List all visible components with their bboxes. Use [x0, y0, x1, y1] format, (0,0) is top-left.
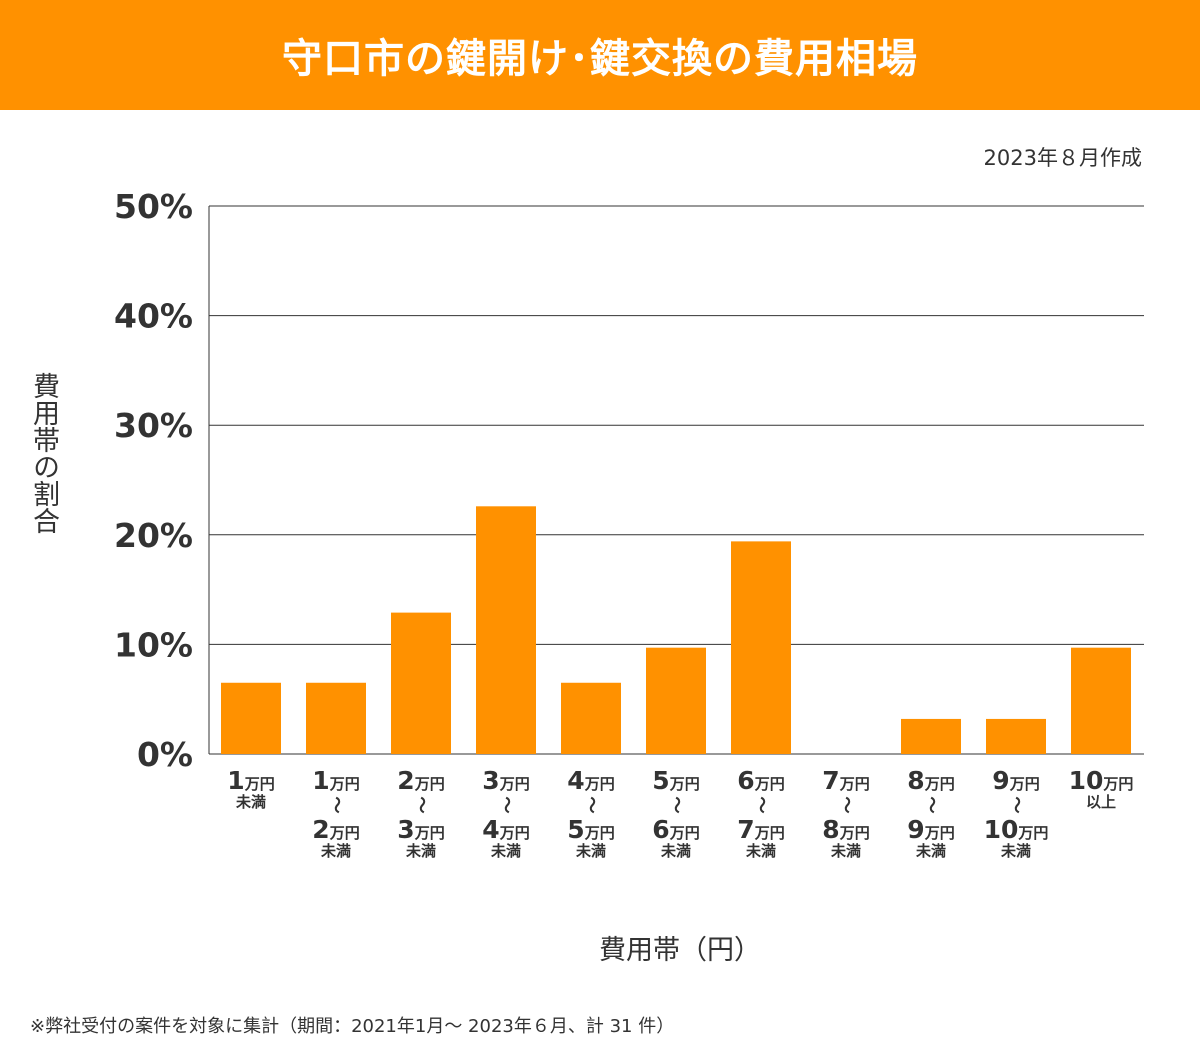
date-note: 2023年８月作成	[983, 146, 1142, 170]
x-tick-label: 10万円 以上	[1068, 766, 1134, 811]
y-tick-label: 40%	[114, 297, 193, 336]
bar	[986, 718, 1046, 754]
x-axis-label: 費用帯（円）	[599, 935, 761, 966]
x-tick-label: 3万円～ 4万円 未満	[482, 766, 530, 860]
bar	[221, 682, 281, 754]
bar	[391, 612, 451, 754]
y-tick-label: 30%	[114, 406, 193, 445]
x-tick-label: 5万円～ 6万円 未満	[652, 766, 700, 860]
y-tick-label: 10%	[114, 625, 193, 664]
y-tick-label: 0%	[137, 735, 193, 774]
y-axis-label: 費用帯の割合	[28, 372, 59, 534]
bar	[731, 541, 791, 754]
footnote: ※弊社受付の案件を対象に集計（期間：2021年1月～ 2023年６月、計 31 …	[30, 1016, 675, 1037]
x-tick-label: 4万円～ 5万円 未満	[567, 766, 615, 860]
x-tick-label: 1万円～ 2万円 未満	[312, 766, 360, 860]
x-tick-label: 8万円～ 9万円 未満	[907, 766, 955, 860]
bar	[561, 682, 621, 754]
y-tick-label: 50%	[114, 187, 193, 226]
x-tick-label: 2万円～ 3万円 未満	[397, 766, 445, 860]
bar	[646, 647, 706, 754]
chart-title: 守口市の鍵開け･鍵交換の費用相場	[282, 36, 918, 82]
x-tick-label: 7万円～ 8万円 未満	[822, 766, 870, 860]
y-tick-label: 20%	[114, 516, 193, 555]
x-tick-label: 9万円～ 10万円 未満	[983, 766, 1049, 860]
bar	[901, 718, 961, 754]
bar	[476, 506, 536, 754]
title-bar: 守口市の鍵開け･鍵交換の費用相場	[0, 0, 1200, 110]
bar	[1071, 647, 1131, 754]
x-tick-label: 6万円～ 7万円 未満	[737, 766, 785, 860]
bar	[306, 682, 366, 754]
x-tick-label: 1万円 未満	[227, 766, 275, 811]
